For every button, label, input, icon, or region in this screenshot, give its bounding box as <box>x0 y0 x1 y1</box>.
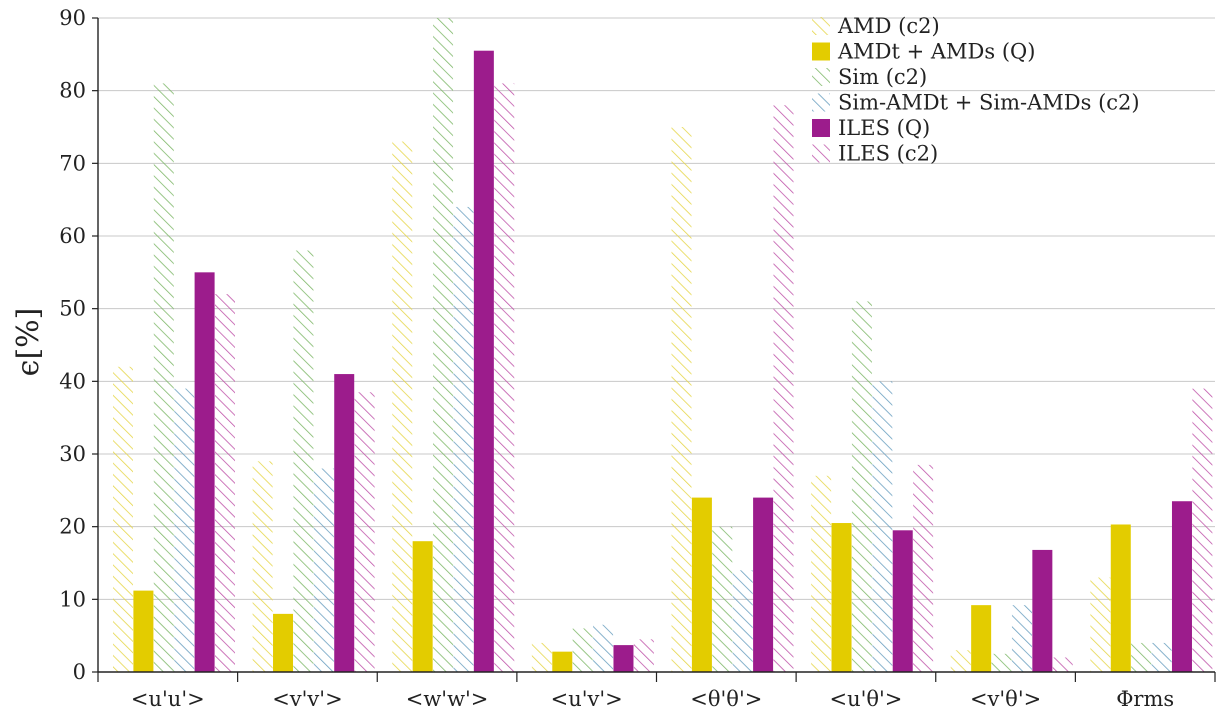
bar <box>892 530 913 672</box>
x-tick-label: <u'u'> <box>131 687 205 711</box>
bar <box>991 653 1012 672</box>
bar <box>392 141 413 673</box>
legend-swatch <box>812 93 830 112</box>
bar <box>851 301 872 672</box>
bar <box>113 366 133 672</box>
bar <box>153 83 174 672</box>
bar <box>732 570 753 672</box>
legend-label: ILES (Q) <box>838 116 930 140</box>
bar <box>313 468 334 672</box>
bar <box>552 651 573 672</box>
bar <box>194 272 215 672</box>
x-tick-label: <v'θ'> <box>970 687 1041 711</box>
x-tick-label: <u'v'> <box>551 687 623 711</box>
bar <box>494 83 515 672</box>
bar <box>671 127 692 672</box>
x-tick-label: Φrms <box>1116 687 1174 711</box>
bar <box>334 374 355 672</box>
y-tick-label: 40 <box>59 369 86 393</box>
bar <box>1131 642 1152 672</box>
y-axis-title: ϵ[%] <box>11 308 46 377</box>
x-tick-label: <θ'θ'> <box>690 687 762 711</box>
bar <box>215 294 235 672</box>
y-tick-label: 10 <box>59 587 86 611</box>
legend-swatch <box>812 144 830 163</box>
bar <box>1171 501 1192 672</box>
bar <box>712 526 733 672</box>
legend-label: Sim-AMDt + Sim-AMDs (c2) <box>838 91 1140 115</box>
bar <box>831 523 852 672</box>
bar <box>1090 577 1111 672</box>
bars <box>113 18 1213 673</box>
legend-swatch <box>812 42 830 61</box>
bar <box>872 381 893 672</box>
x-tick-label: <u'θ'> <box>829 687 902 711</box>
bar <box>691 497 712 672</box>
bar <box>433 18 454 672</box>
legend-label: ILES (c2) <box>838 142 938 166</box>
y-tick-label: 90 <box>59 6 86 30</box>
y-tick-label: 50 <box>59 297 86 321</box>
bar <box>1192 388 1213 672</box>
bar <box>133 590 154 672</box>
legend-label: AMDt + AMDs (Q) <box>837 40 1035 64</box>
bar <box>633 639 654 672</box>
y-tick-label: 30 <box>59 442 86 466</box>
bar <box>1011 605 1032 672</box>
bar <box>531 642 552 672</box>
bar <box>473 50 494 672</box>
bar <box>753 497 774 672</box>
bar <box>453 206 474 672</box>
bar <box>913 464 934 672</box>
y-tick-label: 60 <box>59 224 86 248</box>
x-tick-label: <w'w'> <box>406 687 489 711</box>
bar <box>613 645 634 672</box>
bar <box>273 613 294 672</box>
bar <box>971 605 992 672</box>
bar <box>293 250 314 673</box>
legend: AMD (c2)AMDt + AMDs (Q)Sim (c2)Sim-AMDt … <box>812 14 1140 166</box>
bar <box>354 392 375 672</box>
bar <box>252 461 273 672</box>
legend-swatch <box>812 17 830 35</box>
bar <box>811 475 832 672</box>
y-tick-label: 80 <box>59 79 86 103</box>
legend-swatch <box>812 68 830 86</box>
bar <box>1110 524 1131 672</box>
bar <box>412 541 433 672</box>
y-tick-label: 70 <box>59 151 86 175</box>
bar <box>1052 657 1073 672</box>
bar <box>950 650 971 672</box>
y-tick-label: 20 <box>59 515 86 539</box>
bar <box>773 105 794 672</box>
axes: 0 10 20 30 40 50 60 70 80 90 <u'u'> <v'v'> <w'w'> <u'… <box>59 6 1216 711</box>
legend-label: AMD (c2) <box>837 14 940 38</box>
bar <box>1151 642 1172 672</box>
bar <box>174 388 195 672</box>
bar <box>572 628 593 672</box>
y-tick-label: 0 <box>73 660 86 684</box>
x-tick-label: <v'v'> <box>272 687 342 711</box>
grid-lines <box>98 17 1215 673</box>
bar <box>593 624 614 672</box>
legend-swatch <box>812 119 830 137</box>
bar <box>1032 549 1053 672</box>
legend-label: Sim (c2) <box>838 65 927 89</box>
